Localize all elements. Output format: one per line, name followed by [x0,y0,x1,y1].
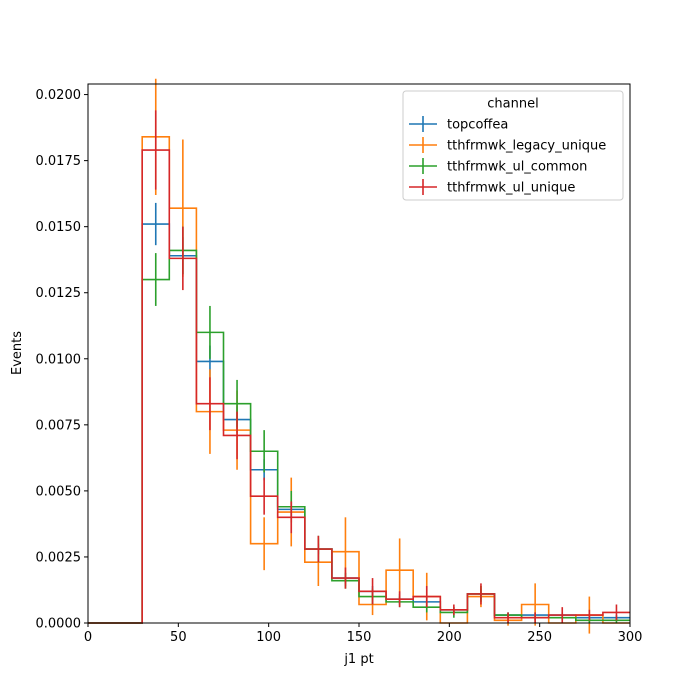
legend-entry: tthfrmwk_ul_common [409,158,587,175]
legend-label: tthfrmwk_ul_unique [447,181,575,196]
y-tick-label: 0.0000 [36,617,82,632]
legend-box [402,90,624,201]
y-tick-label: 0.0150 [36,220,82,235]
y-axis-label: Events [10,331,25,375]
x-tick-label: 200 [437,630,462,645]
step-line [88,149,630,624]
legend-entry: tthfrmwk_legacy_unique [409,137,606,154]
x-tick-label: 50 [170,630,187,645]
x-tick-label: 300 [618,630,643,645]
x-axis-ticks: 0 50 100 150 200 250 300 [84,623,643,645]
y-axis-ticks: 0.0000 0.0025 0.0050 0.0075 0.0100 0.0125 0.01… [36,88,88,632]
legend: channel topcoffeatthfrmwk_legacy_uniquet… [402,90,624,201]
legend-entry: tthfrmwk_ul_unique [409,179,575,196]
legend-label: tthfrmwk_ul_common [447,160,587,175]
x-tick-label: 250 [527,630,552,645]
y-tick-label: 0.0075 [36,418,82,433]
series-tthfrmwk_ul_unique [88,110,630,624]
x-axis-label: j1 pt [343,652,373,667]
y-tick-label: 0.0175 [36,154,82,169]
y-tick-label: 0.0050 [36,484,82,499]
legend-entries: topcoffea tthfrmwk_legacy_unique tthfrmwk_… [409,116,606,196]
x-tick-label: 100 [256,630,281,645]
legend-title: channel [487,97,538,112]
y-tick-label: 0.0025 [36,550,82,565]
x-tick-label: 0 [84,630,92,645]
series-layer [88,78,630,634]
y-tick-label: 0.0200 [36,88,82,103]
legend-entry: topcoffea [409,116,508,133]
legend-label: tthfrmwk_legacy_unique [447,139,606,154]
legend-label: topcoffea [447,118,508,133]
x-tick-label: 150 [347,630,372,645]
y-tick-label: 0.0125 [36,286,82,301]
y-tick-label: 0.0100 [36,352,82,367]
